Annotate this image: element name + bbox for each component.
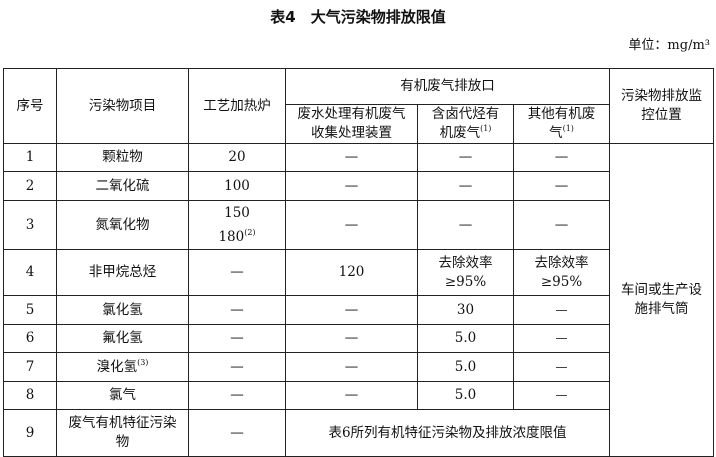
cell-merged: 表6所列有机特征污染物及排放浓度限值: [285, 409, 610, 457]
cell-monitor-location: 车间或生产设施排气筒: [609, 143, 714, 457]
cell-other: —: [513, 324, 610, 353]
header-monitor: 污染物排放监控位置: [609, 68, 714, 144]
cell-furnace: —: [188, 324, 286, 353]
header-halogen: 含卤代烃有机废气(1): [417, 104, 514, 144]
cell-seq: 3: [3, 200, 57, 250]
unit-label: 单位：mg/m³: [628, 38, 710, 53]
table-row: 3 氮氧化物 150 180(2) — — —: [3, 200, 714, 250]
emission-limits-table: 序号 污染物项目 工艺加热炉 有机废气排放口 污染物排放监控位置 废水处理有机废…: [3, 68, 714, 457]
cell-furnace: 100: [188, 171, 286, 201]
cell-wastewater: 120: [285, 249, 418, 296]
cell-wastewater: —: [285, 171, 418, 201]
header-wastewater: 废水处理有机废气收集处理装置: [285, 104, 418, 144]
header-seq: 序号: [3, 68, 57, 144]
cell-wastewater: —: [285, 381, 418, 410]
cell-other: —: [513, 352, 610, 382]
cell-seq: 2: [3, 171, 57, 201]
cell-halogen: 5.0: [417, 324, 514, 353]
table-row: 2 二氧化硫 100— — —: [3, 171, 714, 201]
cell-wastewater: —: [285, 143, 418, 172]
cell-wastewater: —: [285, 200, 418, 250]
header-item: 污染物项目: [56, 68, 189, 144]
cell-item: 溴化氢(3): [56, 352, 189, 382]
cell-halogen: —: [417, 171, 514, 201]
cell-halogen: 30: [417, 295, 514, 325]
cell-seq: 7: [3, 352, 57, 382]
cell-item: 氯化氢: [56, 295, 189, 325]
header-organic-group: 有机废气排放口: [285, 68, 610, 105]
cell-other: —: [513, 143, 610, 172]
cell-item: 氮氧化物: [56, 200, 189, 250]
cell-wastewater: —: [285, 352, 418, 382]
cell-item: 废气有机特征污染物: [56, 409, 189, 457]
cell-item: 二氧化硫: [56, 171, 189, 201]
cell-halogen: 5.0: [417, 352, 514, 382]
table-row: 5 氯化氢 — —30—: [3, 295, 714, 325]
cell-item: 氟化氢: [56, 324, 189, 353]
cell-furnace: —: [188, 352, 286, 382]
cell-item: 颗粒物: [56, 143, 189, 172]
cell-wastewater: —: [285, 324, 418, 353]
header-furnace: 工艺加热炉: [188, 68, 286, 144]
cell-furnace: —: [188, 249, 286, 296]
table-row: 4 非甲烷总烃 —120 去除效率≥95% 去除效率≥95%: [3, 249, 714, 296]
cell-seq: 5: [3, 295, 57, 325]
cell-other: —: [513, 381, 610, 410]
table-row: 7 溴化氢(3) — —5.0—: [3, 352, 714, 382]
cell-halogen: —: [417, 143, 514, 172]
cell-halogen: 去除效率≥95%: [417, 249, 514, 296]
cell-seq: 4: [3, 249, 57, 296]
cell-furnace: 20: [188, 143, 286, 172]
cell-furnace: —: [188, 381, 286, 410]
cell-furnace: —: [188, 409, 286, 457]
cell-other: —: [513, 200, 610, 250]
header-other: 其他有机废气(1): [513, 104, 610, 144]
cell-seq: 6: [3, 324, 57, 353]
cell-halogen: —: [417, 200, 514, 250]
table-row: 6 氟化氢 — —5.0—: [3, 324, 714, 353]
cell-other: —: [513, 171, 610, 201]
table-title: 表4 大气污染物排放限值: [270, 8, 446, 26]
cell-furnace: 150 180(2): [188, 200, 286, 250]
cell-other: —: [513, 295, 610, 325]
cell-seq: 8: [3, 381, 57, 410]
cell-wastewater: —: [285, 295, 418, 325]
cell-item: 氯气: [56, 381, 189, 410]
cell-halogen: 5.0: [417, 381, 514, 410]
cell-other: 去除效率≥95%: [513, 249, 610, 296]
cell-furnace: —: [188, 295, 286, 325]
table-row: 8 氯气 — —5.0—: [3, 381, 714, 410]
cell-item: 非甲烷总烃: [56, 249, 189, 296]
cell-seq: 9: [3, 409, 57, 457]
cell-seq: 1: [3, 143, 57, 172]
table-row: 9 废气有机特征污染物 — 表6所列有机特征污染物及排放浓度限值: [3, 409, 714, 457]
table-row: 1 颗粒物 20— — — 车间或生产设施排气筒: [3, 143, 714, 457]
